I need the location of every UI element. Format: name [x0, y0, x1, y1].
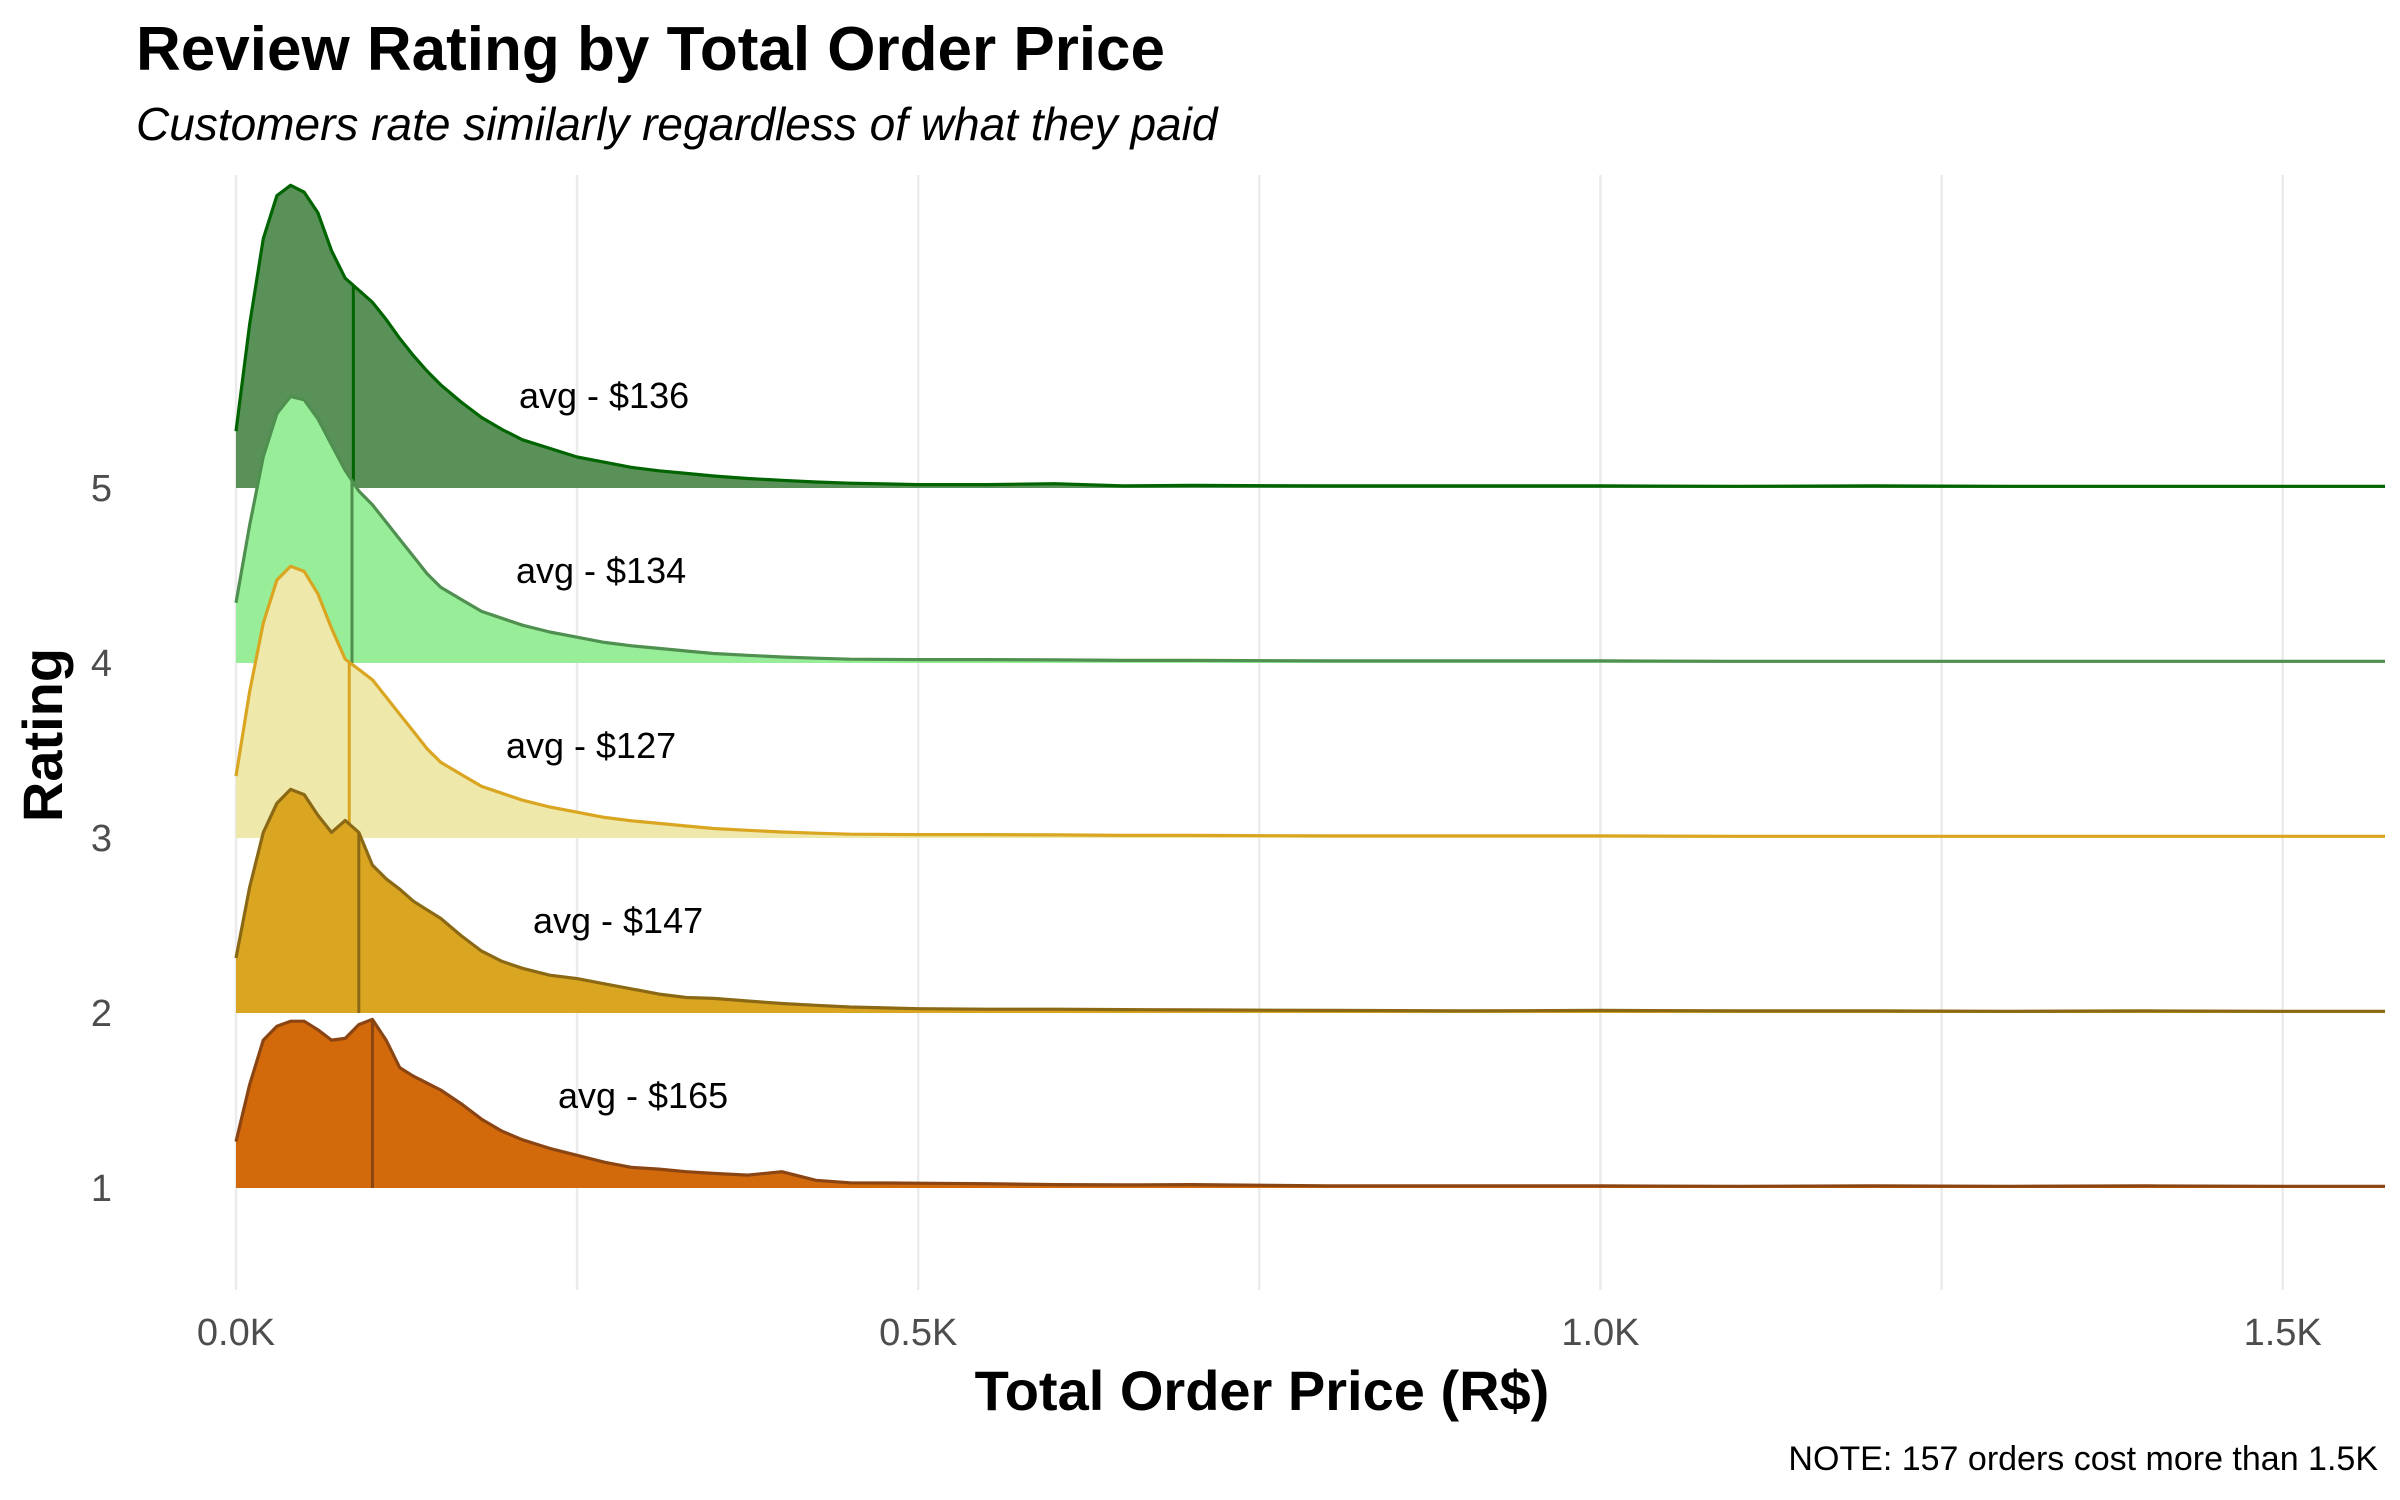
avg-label-rating-2: avg - $147	[533, 900, 703, 941]
avg-label-rating-3: avg - $127	[506, 725, 676, 766]
ridge-outline	[234, 564, 2385, 838]
caption-note: NOTE: 157 orders cost more than 1.5K	[1788, 1440, 2378, 1478]
gridlines	[234, 175, 2284, 1290]
chart-title: Review Rating by Total Order Price	[136, 15, 1165, 84]
x-axis-title: Total Order Price (R$)	[975, 1359, 1550, 1422]
chart-subtitle: Customers rate similarly regardless of w…	[136, 98, 1219, 150]
ridge-rating-4	[234, 394, 2385, 663]
avg-label-rating-4: avg - $134	[516, 550, 686, 591]
x-tick-label: 0.0K	[197, 1312, 275, 1354]
ridge-area	[236, 566, 2385, 838]
y-tick-label: 4	[91, 643, 112, 685]
ridge-area	[236, 789, 2385, 1013]
y-tick-label: 3	[91, 818, 112, 860]
y-axis-title: Rating	[11, 648, 74, 822]
ridge-rating-3	[234, 564, 2385, 838]
y-tick-label: 2	[91, 993, 112, 1035]
ridge-outline	[234, 1017, 2385, 1188]
y-tick-labels: 1 2 3 4 5	[91, 468, 112, 1210]
ridge-area	[236, 185, 2385, 489]
avg-label-rating-1: avg - $165	[558, 1075, 728, 1116]
ridge-area	[236, 396, 2385, 663]
ridge-outline	[234, 183, 2385, 488]
ridge-rating-2	[234, 787, 2385, 1013]
ridge-rating-5	[234, 183, 2385, 489]
y-tick-label: 1	[91, 1168, 112, 1210]
x-tick-label: 1.5K	[2244, 1312, 2322, 1354]
x-tick-labels: 0.0K 0.5K 1.0K 1.5K	[197, 1312, 2322, 1354]
y-tick-label: 5	[91, 468, 112, 510]
ridge-rating-1	[234, 1017, 2385, 1188]
avg-labels: avg - $165 avg - $147 avg - $127 avg - $134…	[506, 375, 728, 1116]
ridge-area	[236, 1019, 2385, 1188]
ridge-outline	[234, 787, 2385, 1013]
x-tick-label: 1.0K	[1561, 1312, 1639, 1354]
avg-label-rating-5: avg - $136	[519, 375, 689, 416]
ridges	[234, 183, 2385, 1188]
x-tick-label: 0.5K	[879, 1312, 957, 1354]
ridge-outline	[234, 394, 2385, 663]
